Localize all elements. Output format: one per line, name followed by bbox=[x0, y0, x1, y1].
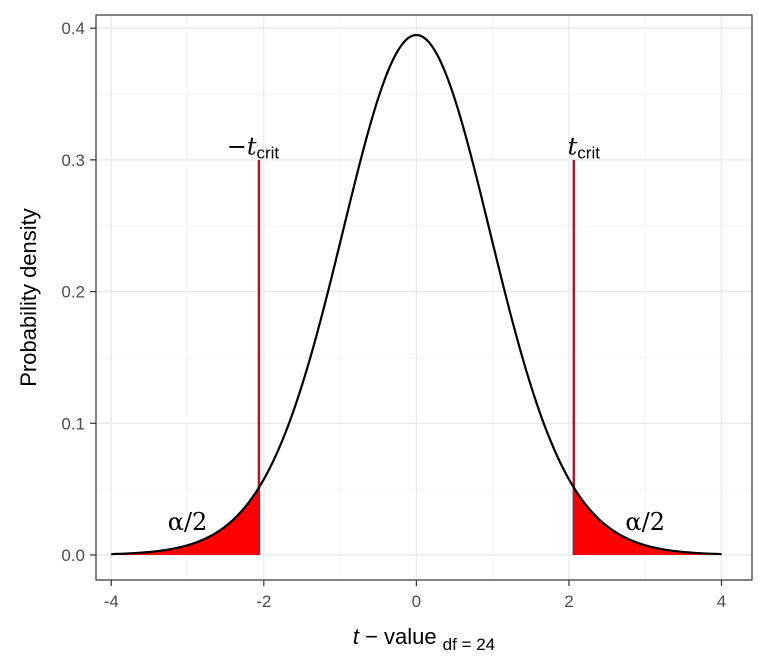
x-tick-label: -2 bbox=[256, 592, 271, 611]
x-tick-label: -4 bbox=[104, 592, 119, 611]
y-axis-ticks: 0.0 0.1 0.2 0.3 0.4 bbox=[61, 19, 96, 565]
y-tick-label: 0.1 bbox=[61, 414, 85, 433]
x-axis-ticks: -4 -2 0 2 4 bbox=[104, 580, 726, 611]
pos-t-crit-annotation: tcrit bbox=[568, 133, 601, 163]
x-tick-label: 2 bbox=[564, 592, 573, 611]
neg-t-crit-symbol: t bbox=[247, 133, 257, 161]
density-curve bbox=[111, 33, 722, 556]
major-grid bbox=[96, 15, 752, 580]
neg-t-crit-subscript: crit bbox=[256, 144, 279, 163]
neg-t-crit-prefix: − bbox=[227, 133, 247, 161]
panel-border bbox=[95, 14, 753, 581]
y-tick-label: 0.0 bbox=[61, 546, 85, 565]
y-axis-title: Probability density bbox=[16, 208, 41, 387]
y-tick-label: 0.3 bbox=[61, 151, 85, 170]
left-tail-alpha-label: α/2 bbox=[168, 508, 208, 536]
x-tick-label: 0 bbox=[412, 592, 421, 611]
y-tick-label: 0.4 bbox=[61, 19, 85, 38]
tail-areas bbox=[111, 487, 722, 555]
y-tick-label: 0.2 bbox=[61, 283, 85, 302]
x-axis-title-symbol: t bbox=[353, 624, 360, 649]
pos-t-crit-subscript: crit bbox=[577, 144, 600, 163]
x-axis-title-main: − value bbox=[359, 624, 437, 649]
right-tail-area bbox=[573, 487, 722, 555]
right-tail-alpha-label: α/2 bbox=[625, 508, 665, 536]
x-tick-label: 4 bbox=[717, 592, 726, 611]
neg-t-crit-annotation: −tcrit bbox=[227, 133, 280, 163]
x-axis-title-subscript: df = 24 bbox=[443, 635, 495, 654]
left-tail-area bbox=[111, 487, 259, 555]
minor-grid bbox=[96, 15, 752, 580]
x-axis-title: t − value df = 24 bbox=[353, 624, 495, 654]
pos-t-crit-symbol: t bbox=[568, 133, 578, 161]
